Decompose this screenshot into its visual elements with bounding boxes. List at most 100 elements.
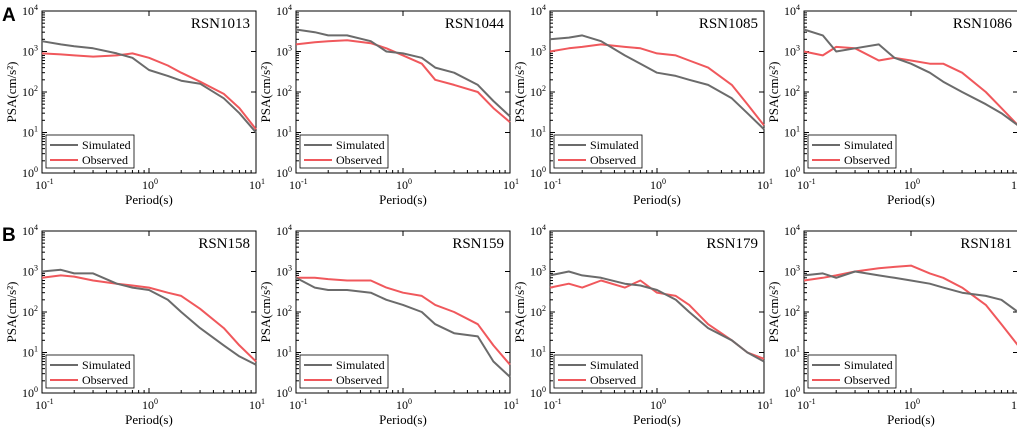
chart-title: RSN1086 — [953, 16, 1013, 32]
panel-label-b: B — [2, 225, 16, 246]
x-tick-label: 101 — [1011, 177, 1017, 192]
legend-box — [45, 354, 135, 389]
x-axis-label: Period(s) — [379, 192, 427, 207]
legend-label-observed: Observed — [844, 373, 890, 387]
legend-label-observed: Observed — [82, 153, 128, 167]
x-tick-label: 100 — [650, 177, 666, 192]
x-tick-label: 101 — [249, 397, 265, 412]
legend-label-observed: Observed — [844, 153, 890, 167]
y-tick-label: 103 — [530, 44, 546, 59]
x-axis-label: Period(s) — [125, 192, 173, 207]
y-tick-label: 104 — [22, 3, 38, 18]
legend-label-simulated: Simulated — [844, 138, 893, 152]
x-tick-label: 100 — [396, 177, 412, 192]
x-tick-label: 100 — [142, 177, 158, 192]
legend-label-observed: Observed — [590, 153, 636, 167]
legend-label-observed: Observed — [336, 373, 382, 387]
legend-label-observed: Observed — [82, 373, 128, 387]
y-tick-label: 103 — [276, 264, 292, 279]
series-simulated-line — [803, 270, 1017, 313]
y-tick-label: 102 — [22, 304, 38, 319]
series-simulated-line — [295, 28, 511, 118]
y-tick-label: 101 — [276, 345, 292, 360]
y-tick-label: 103 — [784, 264, 800, 279]
y-axis-label: PSA(cm/s²) — [258, 62, 273, 123]
x-tick-label: 101 — [757, 397, 773, 412]
chart-RSN1085: 10-1 100 101100101102103104RSN1085Period(s… — [512, 3, 773, 207]
chart-title: RSN179 — [706, 236, 758, 252]
legend-label-simulated: Simulated — [844, 358, 893, 372]
y-axis-label: PSA(cm/s²) — [766, 62, 781, 123]
y-tick-label: 101 — [530, 345, 546, 360]
legend-box — [299, 354, 389, 389]
legend-box — [553, 134, 643, 169]
series-simulated-line — [549, 270, 765, 363]
legend-label-simulated: Simulated — [82, 358, 131, 372]
series-simulated-line — [803, 28, 1017, 126]
x-tick-label: 10-1 — [797, 397, 816, 412]
legend-label-simulated: Simulated — [590, 358, 639, 372]
y-tick-label: 100 — [784, 165, 800, 180]
y-tick-label: 100 — [22, 165, 38, 180]
series-simulated-line — [549, 34, 765, 131]
y-tick-label: 104 — [276, 223, 292, 238]
legend-label-simulated: Simulated — [336, 358, 385, 372]
x-axis-label: Period(s) — [379, 412, 427, 427]
y-tick-label: 103 — [784, 44, 800, 59]
y-axis-label: PSA(cm/s²) — [766, 282, 781, 343]
x-tick-label: 100 — [904, 397, 920, 412]
y-tick-label: 103 — [276, 44, 292, 59]
y-tick-label: 104 — [22, 223, 38, 238]
y-tick-label: 101 — [784, 345, 800, 360]
x-tick-label: 100 — [650, 397, 666, 412]
y-tick-label: 102 — [784, 304, 800, 319]
x-tick-label: 10-1 — [543, 397, 562, 412]
x-tick-label: 101 — [1011, 397, 1017, 412]
legend-label-simulated: Simulated — [590, 138, 639, 152]
chart-RSN1044: 10-1 100 101100101102103104RSN1044Period(s… — [258, 3, 519, 207]
x-tick-label: 10-1 — [289, 397, 308, 412]
x-tick-label: 10-1 — [35, 397, 54, 412]
y-tick-label: 103 — [22, 44, 38, 59]
y-axis-label: PSA(cm/s²) — [4, 282, 19, 343]
x-tick-label: 100 — [396, 397, 412, 412]
chart-RSN158: 10-1 100 101100101102103104RSN158Period(s)… — [4, 223, 265, 427]
y-tick-label: 101 — [784, 125, 800, 140]
y-axis-label: PSA(cm/s²) — [512, 62, 527, 123]
y-tick-label: 104 — [276, 3, 292, 18]
x-tick-label: 10-1 — [543, 177, 562, 192]
series-observed-line — [295, 39, 511, 123]
legend-label-observed: Observed — [336, 153, 382, 167]
series-observed-line — [803, 45, 1017, 126]
chart-title: RSN158 — [198, 236, 250, 252]
chart-RSN179: 10-1 100 101100101102103104RSN179Period(s)… — [512, 223, 773, 427]
chart-title: RSN1013 — [191, 16, 250, 32]
x-tick-label: 100 — [904, 177, 920, 192]
legend-label-observed: Observed — [590, 373, 636, 387]
y-tick-label: 100 — [784, 385, 800, 400]
y-axis-label: PSA(cm/s²) — [512, 282, 527, 343]
legend-label-simulated: Simulated — [82, 138, 131, 152]
y-tick-label: 100 — [530, 385, 546, 400]
y-tick-label: 102 — [276, 84, 292, 99]
y-tick-label: 103 — [22, 264, 38, 279]
chart-title: RSN181 — [960, 236, 1012, 252]
y-tick-label: 101 — [22, 125, 38, 140]
y-tick-label: 100 — [530, 165, 546, 180]
chart-title: RSN159 — [452, 236, 504, 252]
series-simulated-line — [41, 40, 257, 134]
series-observed-line — [803, 264, 1017, 346]
series-observed-line — [296, 276, 511, 366]
series-simulated-line — [295, 276, 511, 378]
y-tick-label: 104 — [530, 223, 546, 238]
x-tick-label: 10-1 — [289, 177, 308, 192]
legend-box — [553, 354, 643, 389]
chart-title: RSN1085 — [699, 16, 758, 32]
y-axis-label: PSA(cm/s²) — [258, 282, 273, 343]
